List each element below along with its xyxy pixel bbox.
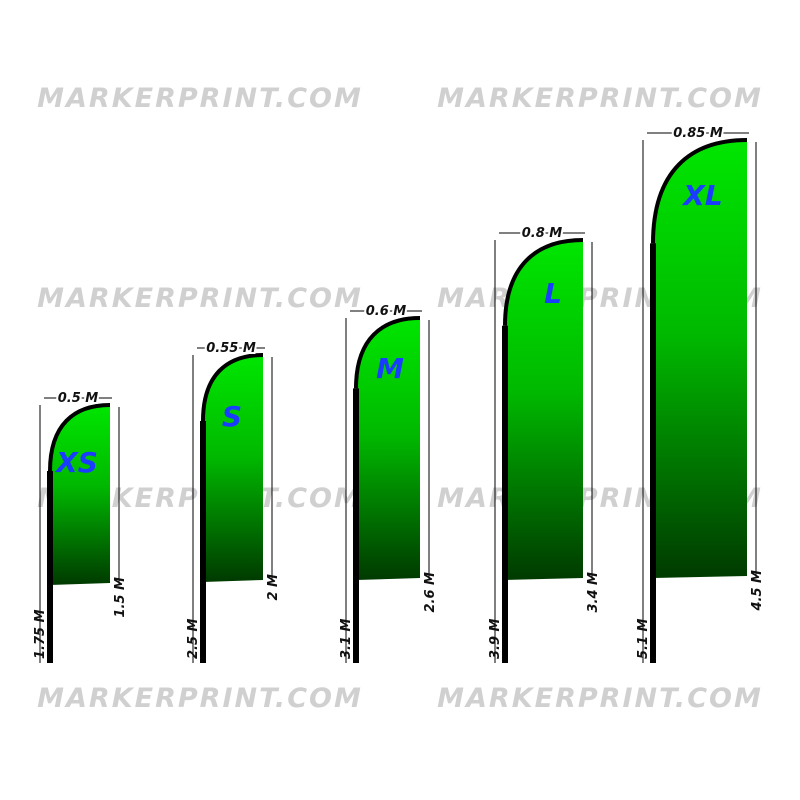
size-label: XL <box>681 179 722 212</box>
total-height-label: 3.9 M <box>488 618 503 659</box>
flag <box>356 318 420 580</box>
flag-top-edge <box>651 138 748 244</box>
flag <box>505 240 583 580</box>
total-height-label: 1.75 M <box>33 609 48 659</box>
watermark: MARKERPRINT.COM <box>437 683 763 714</box>
flag-height-label: 2.6 M <box>423 572 438 613</box>
flag-top-edge <box>201 353 264 422</box>
width-label: 0.5 M <box>58 391 99 406</box>
flag-top-edge <box>354 316 421 389</box>
size-label: S <box>222 400 242 433</box>
flag <box>653 140 747 578</box>
total-height-label: 5.1 M <box>636 618 651 659</box>
size-label: M <box>376 352 404 385</box>
flag-height-label: 4.5 M <box>750 570 765 612</box>
size-label: XS <box>54 446 98 479</box>
flag-height-label: 1.5 M <box>113 577 128 618</box>
width-label: 0.85 M <box>673 126 723 141</box>
flag-top-edge <box>48 403 111 472</box>
watermark: MARKERPRINT.COM <box>37 83 363 114</box>
total-height-label: 3.1 M <box>339 618 354 659</box>
watermark: MARKERPRINT.COM <box>37 683 363 714</box>
width-label: 0.55 M <box>206 341 256 356</box>
flag-height-label: 3.4 M <box>586 572 601 613</box>
flag-top-edge <box>503 238 584 326</box>
watermark: MARKERPRINT.COM <box>437 83 763 114</box>
width-label: 0.8 M <box>522 226 563 241</box>
size-label: L <box>544 277 562 310</box>
width-label: 0.6 M <box>366 304 407 319</box>
watermark: MARKERPRINT.COM <box>37 283 363 314</box>
flag-height-label: 2 M <box>266 574 281 601</box>
total-height-label: 2.5 M <box>186 618 201 659</box>
flag <box>50 405 110 585</box>
flag <box>203 355 263 582</box>
